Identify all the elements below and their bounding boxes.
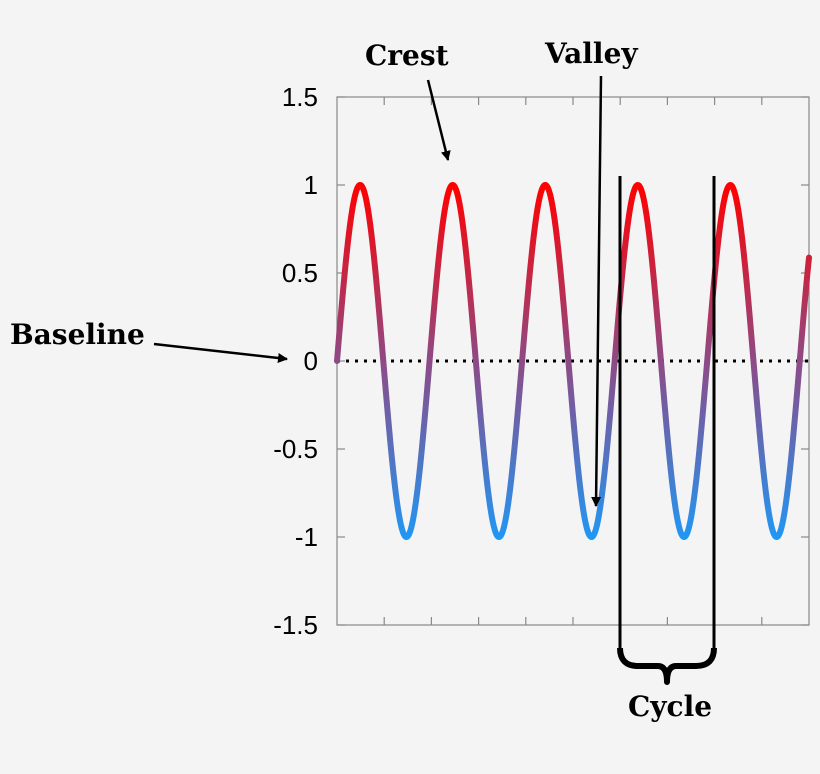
y-tick-labels: 1.5 1 0.5 0 -0.5 -1 -1.5 xyxy=(273,82,318,640)
valley-label: Valley xyxy=(544,37,638,70)
y-tick-label: -0.5 xyxy=(273,434,318,464)
baseline-arrow xyxy=(153,342,288,363)
y-tick-label: -1.5 xyxy=(273,610,318,640)
crest-arrow xyxy=(426,79,451,161)
y-tick-label: 0 xyxy=(304,346,318,376)
crest-label: Crest xyxy=(365,39,449,72)
y-tick-label: 1.5 xyxy=(282,82,318,112)
baseline-label: Baseline xyxy=(10,318,145,351)
y-tick-label: -1 xyxy=(295,522,318,552)
y-tick-label: 1 xyxy=(304,170,318,200)
valley-arrow xyxy=(591,75,603,507)
cycle-brace xyxy=(617,647,717,685)
sine-wave-series xyxy=(334,181,812,541)
y-tick-label: 0.5 xyxy=(282,258,318,288)
cycle-label: Cycle xyxy=(628,690,712,723)
